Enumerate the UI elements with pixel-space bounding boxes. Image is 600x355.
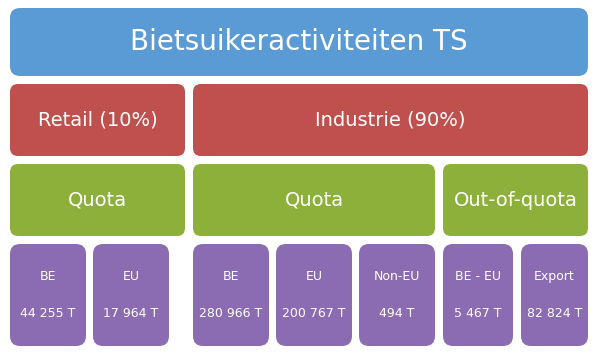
Text: 280 966 T: 280 966 T [199, 307, 263, 320]
Text: 17 964 T: 17 964 T [103, 307, 158, 320]
FancyBboxPatch shape [359, 244, 435, 346]
Text: 5 467 T: 5 467 T [454, 307, 502, 320]
Text: Bietsuikeractiviteiten TS: Bietsuikeractiviteiten TS [130, 28, 468, 56]
Text: Out-of-quota: Out-of-quota [454, 191, 577, 209]
FancyBboxPatch shape [521, 244, 588, 346]
FancyBboxPatch shape [193, 164, 435, 236]
Text: EU: EU [305, 270, 323, 283]
FancyBboxPatch shape [10, 164, 185, 236]
Text: Retail (10%): Retail (10%) [38, 110, 157, 130]
Text: 82 824 T: 82 824 T [527, 307, 582, 320]
FancyBboxPatch shape [443, 244, 513, 346]
FancyBboxPatch shape [10, 84, 185, 156]
Text: BE: BE [223, 270, 239, 283]
Text: 494 T: 494 T [379, 307, 415, 320]
FancyBboxPatch shape [276, 244, 352, 346]
FancyBboxPatch shape [193, 84, 588, 156]
Text: BE - EU: BE - EU [455, 270, 501, 283]
Text: Industrie (90%): Industrie (90%) [315, 110, 466, 130]
Text: Export: Export [534, 270, 575, 283]
Text: Non-EU: Non-EU [374, 270, 420, 283]
FancyBboxPatch shape [443, 164, 588, 236]
FancyBboxPatch shape [193, 244, 269, 346]
FancyBboxPatch shape [10, 8, 588, 76]
Text: BE: BE [40, 270, 56, 283]
FancyBboxPatch shape [93, 244, 169, 346]
Text: Quota: Quota [284, 191, 344, 209]
Text: 44 255 T: 44 255 T [20, 307, 76, 320]
Text: 200 767 T: 200 767 T [282, 307, 346, 320]
Text: Quota: Quota [68, 191, 127, 209]
FancyBboxPatch shape [10, 244, 86, 346]
Text: EU: EU [122, 270, 139, 283]
